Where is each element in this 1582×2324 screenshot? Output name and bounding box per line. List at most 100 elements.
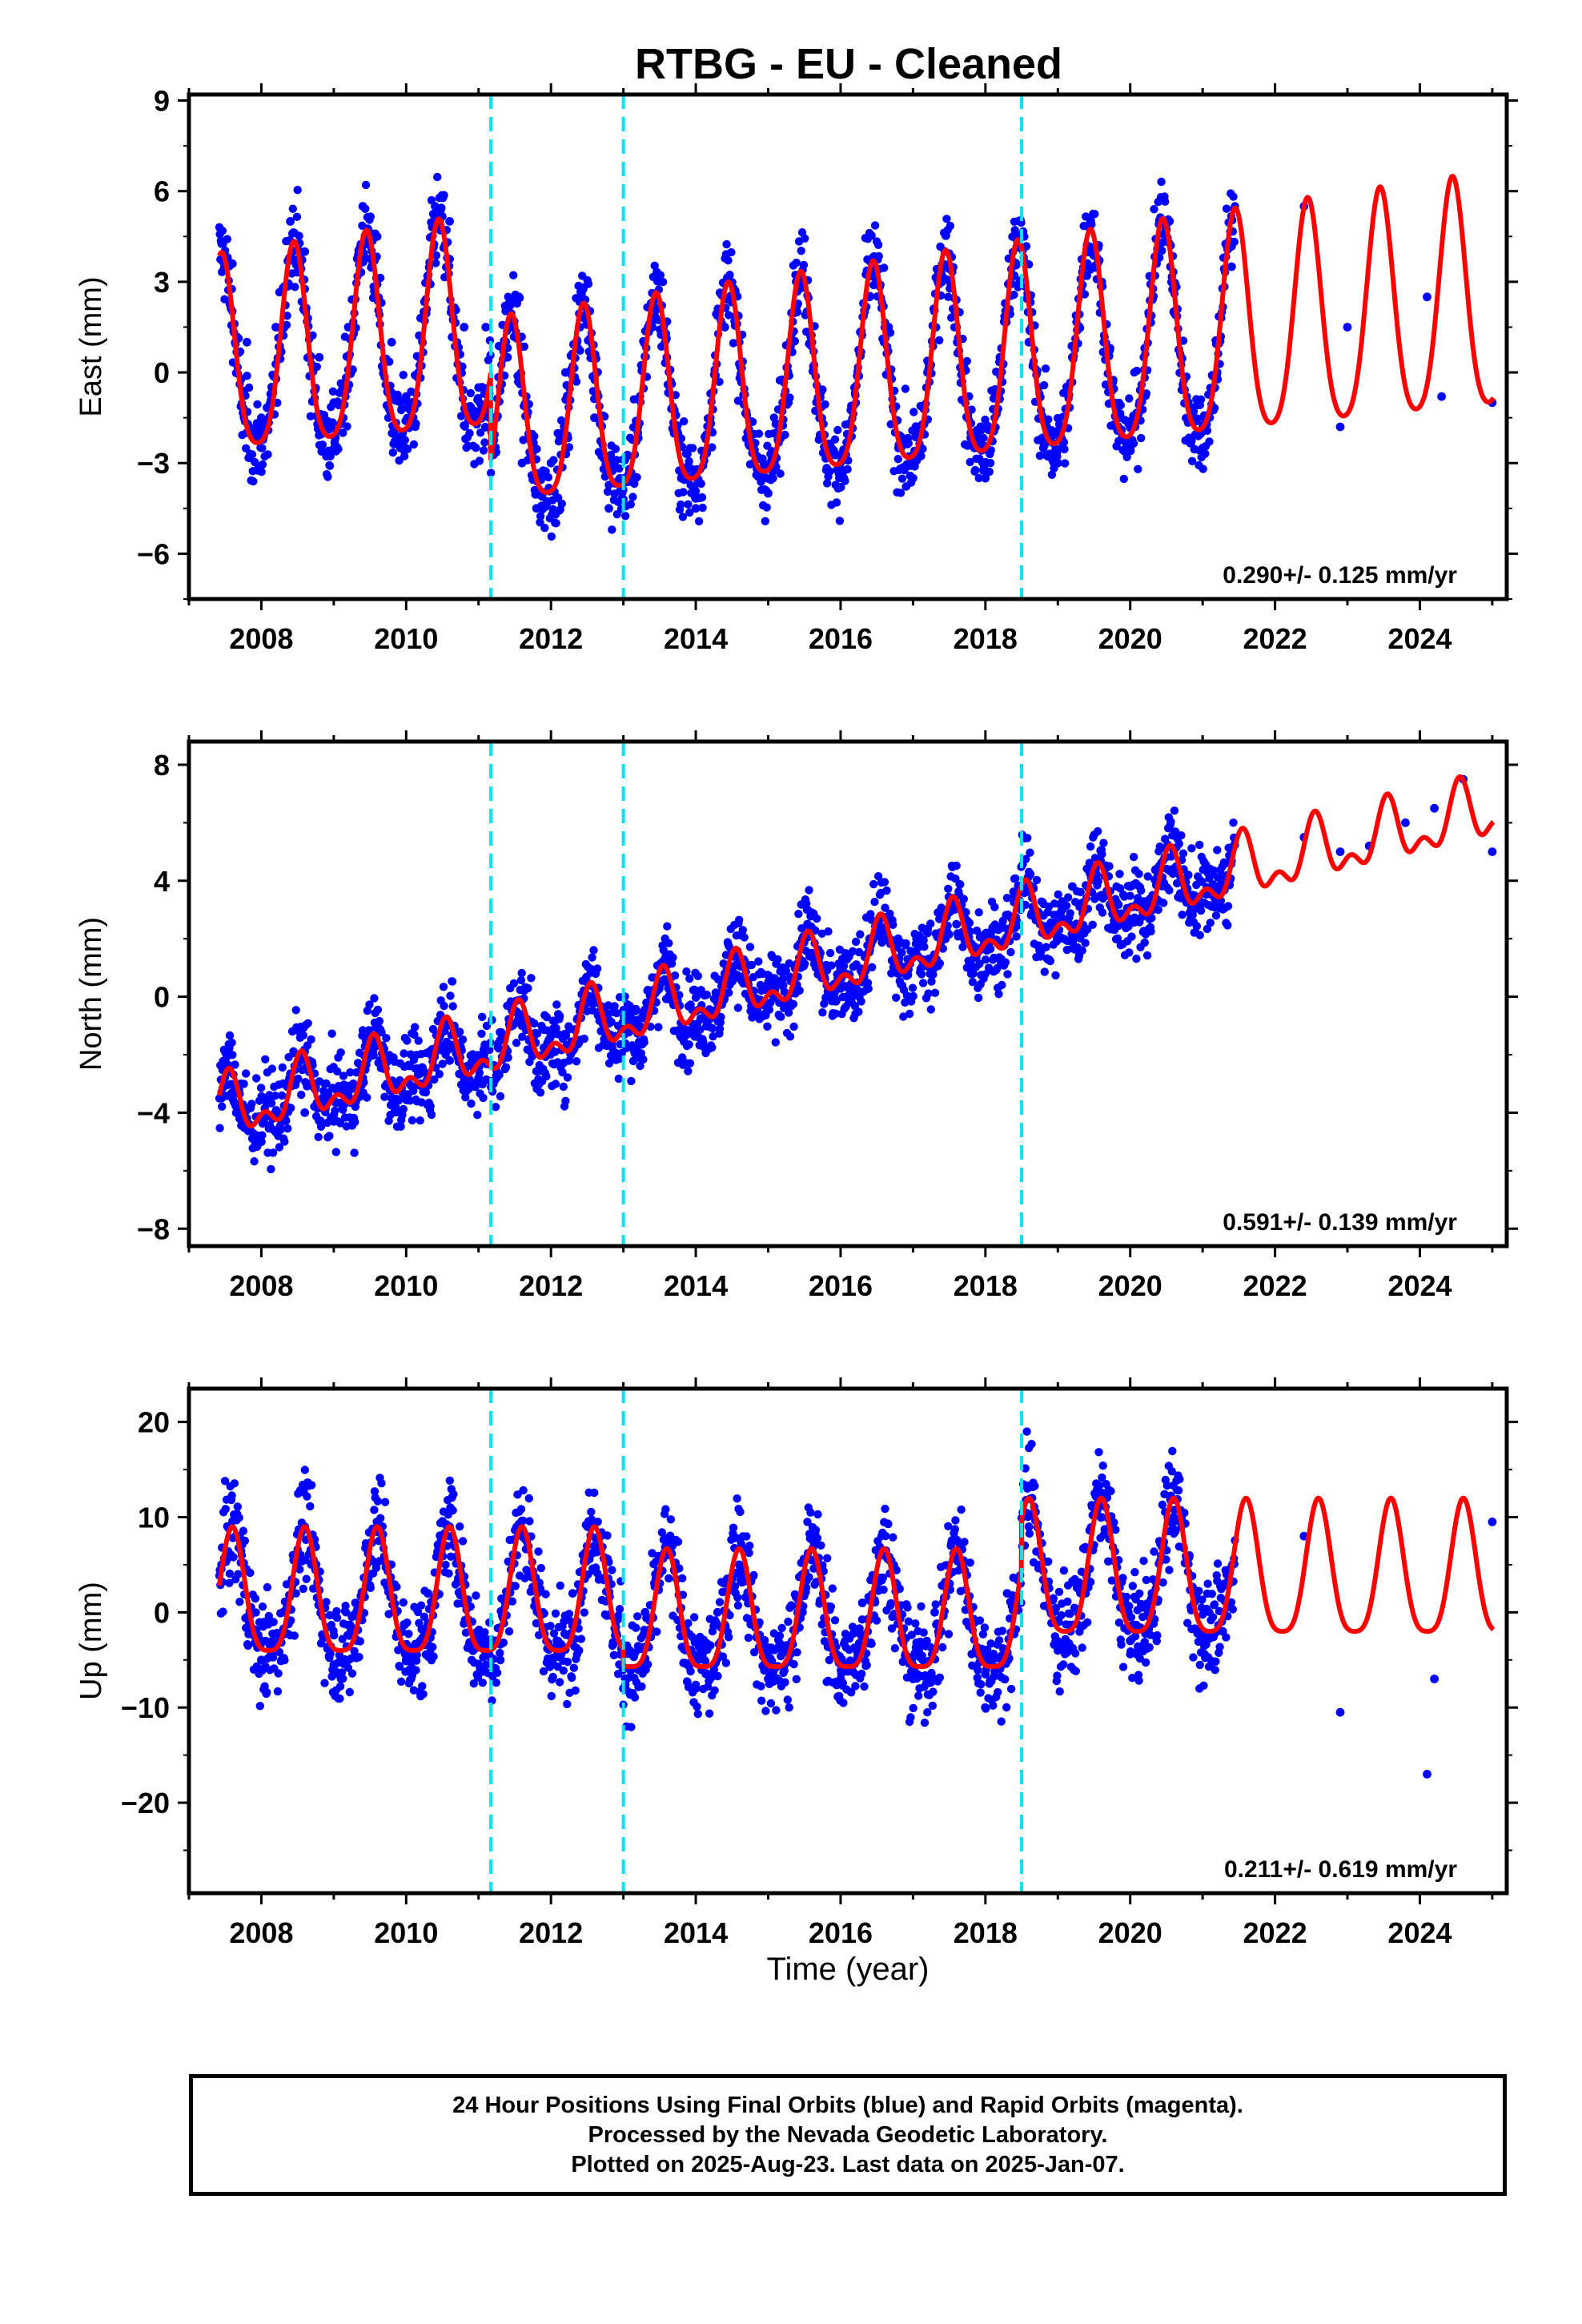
data-point: [801, 959, 809, 968]
data-point: [959, 895, 969, 903]
data-point: [689, 444, 697, 452]
data-point: [393, 390, 402, 400]
data-point: [971, 465, 980, 475]
data-point: [403, 444, 412, 453]
data-point: [952, 919, 962, 929]
data-point: [397, 1677, 406, 1686]
data-point: [589, 946, 598, 955]
data-point: [1088, 920, 1097, 930]
data-point: [446, 991, 455, 1000]
data-point: [942, 215, 951, 223]
data-point: [382, 1034, 391, 1043]
data-point: [926, 1005, 936, 1014]
data-point: [1078, 946, 1086, 955]
data-point: [1227, 262, 1236, 271]
data-point: [725, 988, 733, 997]
x-tick-label: 2022: [1243, 1269, 1307, 1302]
data-point: [267, 1099, 276, 1108]
data-point: [556, 1011, 564, 1020]
data-point: [795, 986, 804, 995]
x-tick-label: 2024: [1387, 622, 1452, 655]
plot-area: [215, 172, 1497, 541]
data-point: [897, 948, 906, 957]
data-point: [512, 1039, 521, 1047]
data-point: [227, 1491, 236, 1500]
data-point: [536, 518, 544, 527]
data-point: [824, 927, 833, 936]
data-point: [1178, 911, 1186, 919]
data-point: [331, 1148, 340, 1156]
data-point: [1430, 803, 1439, 813]
data-point: [273, 1687, 283, 1696]
data-point: [998, 980, 1006, 990]
data-point: [946, 221, 955, 231]
data-point: [785, 1032, 795, 1041]
data-point: [559, 1666, 568, 1675]
data-point: [366, 212, 375, 221]
data-point: [794, 910, 803, 919]
data-point: [445, 1476, 454, 1486]
data-point: [606, 450, 616, 460]
data-point: [590, 1488, 599, 1498]
data-point: [257, 413, 266, 423]
data-point: [504, 1627, 514, 1636]
data-point: [1125, 394, 1134, 403]
data-point: [536, 1563, 545, 1573]
data-point: [258, 1602, 267, 1611]
plot-frame: [187, 92, 1509, 601]
data-point: [1076, 887, 1085, 897]
data-point: [218, 1102, 227, 1112]
data-point: [1488, 847, 1497, 856]
data-point: [249, 476, 258, 486]
data-point: [1087, 220, 1096, 229]
data-point: [255, 1702, 264, 1711]
data-point: [563, 1658, 572, 1667]
data-point: [604, 504, 613, 513]
data-point: [335, 1694, 344, 1703]
data-point: [1003, 970, 1012, 979]
x-tick-label: 2010: [374, 1269, 438, 1302]
data-point: [621, 512, 630, 521]
data-point: [572, 377, 581, 386]
data-point: [965, 919, 974, 927]
data-point: [445, 1055, 454, 1065]
data-point: [1166, 817, 1175, 826]
data-point: [251, 1594, 260, 1603]
data-point: [832, 498, 841, 507]
data-point: [1423, 292, 1431, 302]
data-point: [1335, 422, 1345, 432]
data-point: [920, 943, 929, 951]
data-point: [761, 517, 769, 525]
x-tick-label: 2024: [1387, 1269, 1452, 1302]
data-point: [576, 1634, 586, 1643]
data-point: [465, 428, 474, 438]
data-point: [854, 1007, 863, 1016]
data-point: [1183, 870, 1193, 879]
data-point: [608, 1566, 616, 1574]
data-point: [765, 1005, 774, 1014]
data-point: [527, 974, 536, 983]
data-point: [851, 937, 861, 947]
data-point: [1116, 400, 1126, 410]
data-point: [458, 1537, 468, 1546]
data-point: [325, 461, 335, 470]
data-point: [282, 320, 291, 329]
data-point: [412, 419, 420, 428]
data-point: [588, 953, 596, 962]
data-point: [738, 926, 747, 935]
data-point: [487, 468, 496, 477]
data-point: [291, 1006, 300, 1015]
data-point: [572, 1057, 581, 1066]
data-point: [399, 1104, 408, 1114]
data-point: [918, 979, 928, 987]
data-point: [923, 928, 932, 938]
data-point: [905, 1009, 914, 1019]
data-point: [615, 464, 624, 473]
data-point: [315, 352, 324, 362]
data-point: [575, 1646, 584, 1655]
data-point: [373, 1005, 383, 1015]
data-point: [1132, 955, 1141, 963]
data-point: [409, 440, 419, 449]
data-point: [1187, 844, 1196, 853]
data-point: [229, 1553, 238, 1562]
